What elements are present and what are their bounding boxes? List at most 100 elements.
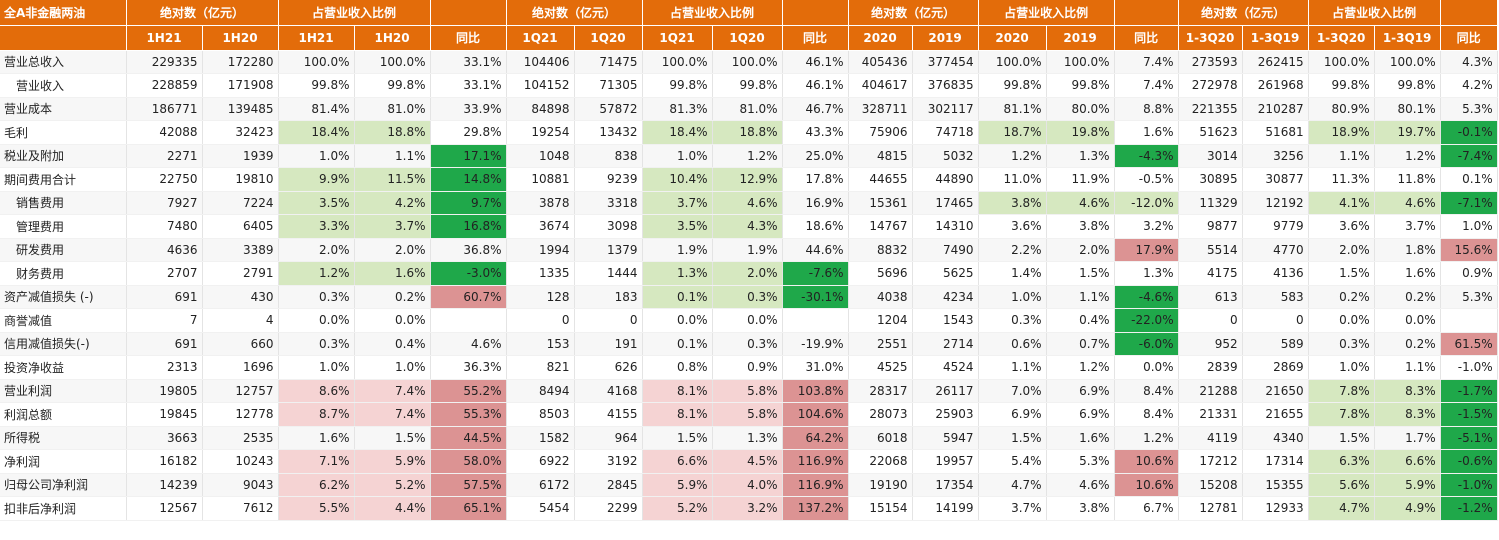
table-cell: 3.8% <box>1046 214 1115 239</box>
table-cell: 3878 <box>506 191 575 215</box>
table-cell: 0.0% <box>278 308 355 333</box>
table-cell: 3318 <box>574 191 643 215</box>
table-cell: 626 <box>574 355 643 380</box>
table-cell: 14767 <box>848 214 913 239</box>
table-row: 销售费用 7927 7224 3.5% 4.2% 9.7% 3878 3318 3.7% 4.6%… <box>0 191 1498 215</box>
table-cell: 19845 <box>126 402 203 427</box>
table-cell: -22.0% <box>1114 308 1179 333</box>
row-label: 商誉减值 <box>0 308 127 333</box>
table-cell: 1994 <box>506 238 575 262</box>
table-cell: 1444 <box>574 261 643 286</box>
column-header: 1H21 <box>278 25 355 51</box>
table-cell: 80.0% <box>1046 97 1115 121</box>
table-cell: 14199 <box>912 496 979 521</box>
table-cell: 1.2% <box>1374 144 1441 168</box>
table-cell: 691 <box>126 332 203 356</box>
table-cell: 2845 <box>574 473 643 497</box>
table-cell: 0.0% <box>1374 308 1441 333</box>
table-cell: 15.6% <box>1440 238 1498 262</box>
table-cell: 3.2% <box>1114 214 1179 239</box>
table-row: 归母公司净利润 14239 9043 6.2% 5.2% 57.5% 6172 2845 5.9… <box>0 473 1498 497</box>
table-cell: 1.5% <box>354 426 431 450</box>
table-cell: 4.6% <box>712 191 783 215</box>
table-cell: 7490 <box>912 238 979 262</box>
table-cell: 0 <box>574 308 643 333</box>
table-row: 净利润 16182 10243 7.1% 5.9% 58.0% 6922 3192 6.6% 4.… <box>0 449 1498 474</box>
table-cell: 1.9% <box>712 238 783 262</box>
table-cell: 3.3% <box>278 214 355 239</box>
table-cell: 0.1% <box>1440 167 1498 192</box>
table-cell: 19254 <box>506 120 575 145</box>
group-header-blank <box>430 0 507 26</box>
table-cell: 18.9% <box>1308 120 1375 145</box>
row-label: 研发费用 <box>0 238 127 262</box>
table-cell: 4 <box>202 308 279 333</box>
table-cell: 32423 <box>202 120 279 145</box>
table-cell: 1543 <box>912 308 979 333</box>
table-cell: 2.0% <box>278 238 355 262</box>
table-cell: 5.4% <box>978 449 1047 474</box>
table-cell: 104.6% <box>782 402 849 427</box>
table-cell: 81.4% <box>278 97 355 121</box>
table-cell: 71305 <box>574 73 643 98</box>
table-cell: 25.0% <box>782 144 849 168</box>
financial-table: 全A非金融两油 绝对数（亿元） 占营业收入比例 绝对数（亿元） 占营业收入比例 … <box>0 0 1498 521</box>
group-header-pct: 占营业收入比例 <box>278 0 431 26</box>
table-cell: 11.9% <box>1046 167 1115 192</box>
column-header: 同比 <box>1114 25 1179 51</box>
table-cell: 186771 <box>126 97 203 121</box>
table-cell: 1.6% <box>1046 426 1115 450</box>
table-cell: 55.2% <box>430 379 507 403</box>
table-cell: 2869 <box>1242 355 1309 380</box>
table-cell: 1.0% <box>978 285 1047 309</box>
table-cell: 51623 <box>1178 120 1243 145</box>
table-cell: 10243 <box>202 449 279 474</box>
table-cell: 11.0% <box>978 167 1047 192</box>
table-cell: 1.1% <box>1374 355 1441 380</box>
table-cell: 183 <box>574 285 643 309</box>
table-cell: 583 <box>1242 285 1309 309</box>
table-cell: 46.1% <box>782 50 849 74</box>
table-cell: 6922 <box>506 449 575 474</box>
table-cell: 116.9% <box>782 473 849 497</box>
table-cell: 8.3% <box>1374 402 1441 427</box>
table-cell: 1.5% <box>1308 261 1375 286</box>
table-cell: 8.4% <box>1114 379 1179 403</box>
table-cell: 2299 <box>574 496 643 521</box>
table-cell: 0.3% <box>712 285 783 309</box>
table-cell: 1.3% <box>1114 261 1179 286</box>
table-row: 所得税 3663 2535 1.6% 1.5% 44.5% 1582 964 1.5% 1.3% 6… <box>0 426 1498 450</box>
table-cell: 46.1% <box>782 73 849 98</box>
table-row: 管理费用 7480 6405 3.3% 3.7% 16.8% 3674 3098 3.5% 4.3… <box>0 214 1498 239</box>
table-cell: -1.2% <box>1440 496 1498 521</box>
table-cell: 0.0% <box>712 308 783 333</box>
column-header: 1-3Q19 <box>1242 25 1309 51</box>
table-cell: 210287 <box>1242 97 1309 121</box>
table-cell: 228859 <box>126 73 203 98</box>
table-cell: 28073 <box>848 402 913 427</box>
table-cell: 4119 <box>1178 426 1243 450</box>
row-label: 销售费用 <box>0 191 127 215</box>
table-cell: 42088 <box>126 120 203 145</box>
table-cell: 25903 <box>912 402 979 427</box>
table-cell: 0.6% <box>978 332 1047 356</box>
table-cell: 0.3% <box>1308 332 1375 356</box>
table-cell: 4.2% <box>354 191 431 215</box>
table-cell: 8503 <box>506 402 575 427</box>
group-header-blank <box>782 0 849 26</box>
table-cell: 1.0% <box>278 144 355 168</box>
table-cell: 1.0% <box>1440 214 1498 239</box>
table-cell: 3.7% <box>978 496 1047 521</box>
table-cell: 30877 <box>1242 167 1309 192</box>
table-cell: -0.1% <box>1440 120 1498 145</box>
table-cell: 3.7% <box>642 191 713 215</box>
column-header: 1Q20 <box>712 25 783 51</box>
table-cell: 17.9% <box>1114 238 1179 262</box>
table-cell: 1.5% <box>978 426 1047 450</box>
table-cell: 0.2% <box>1374 285 1441 309</box>
table-cell: 75906 <box>848 120 913 145</box>
table-cell: 1.2% <box>1046 355 1115 380</box>
table-cell: 0.1% <box>642 285 713 309</box>
table-cell: 10.6% <box>1114 449 1179 474</box>
table-cell: 4340 <box>1242 426 1309 450</box>
